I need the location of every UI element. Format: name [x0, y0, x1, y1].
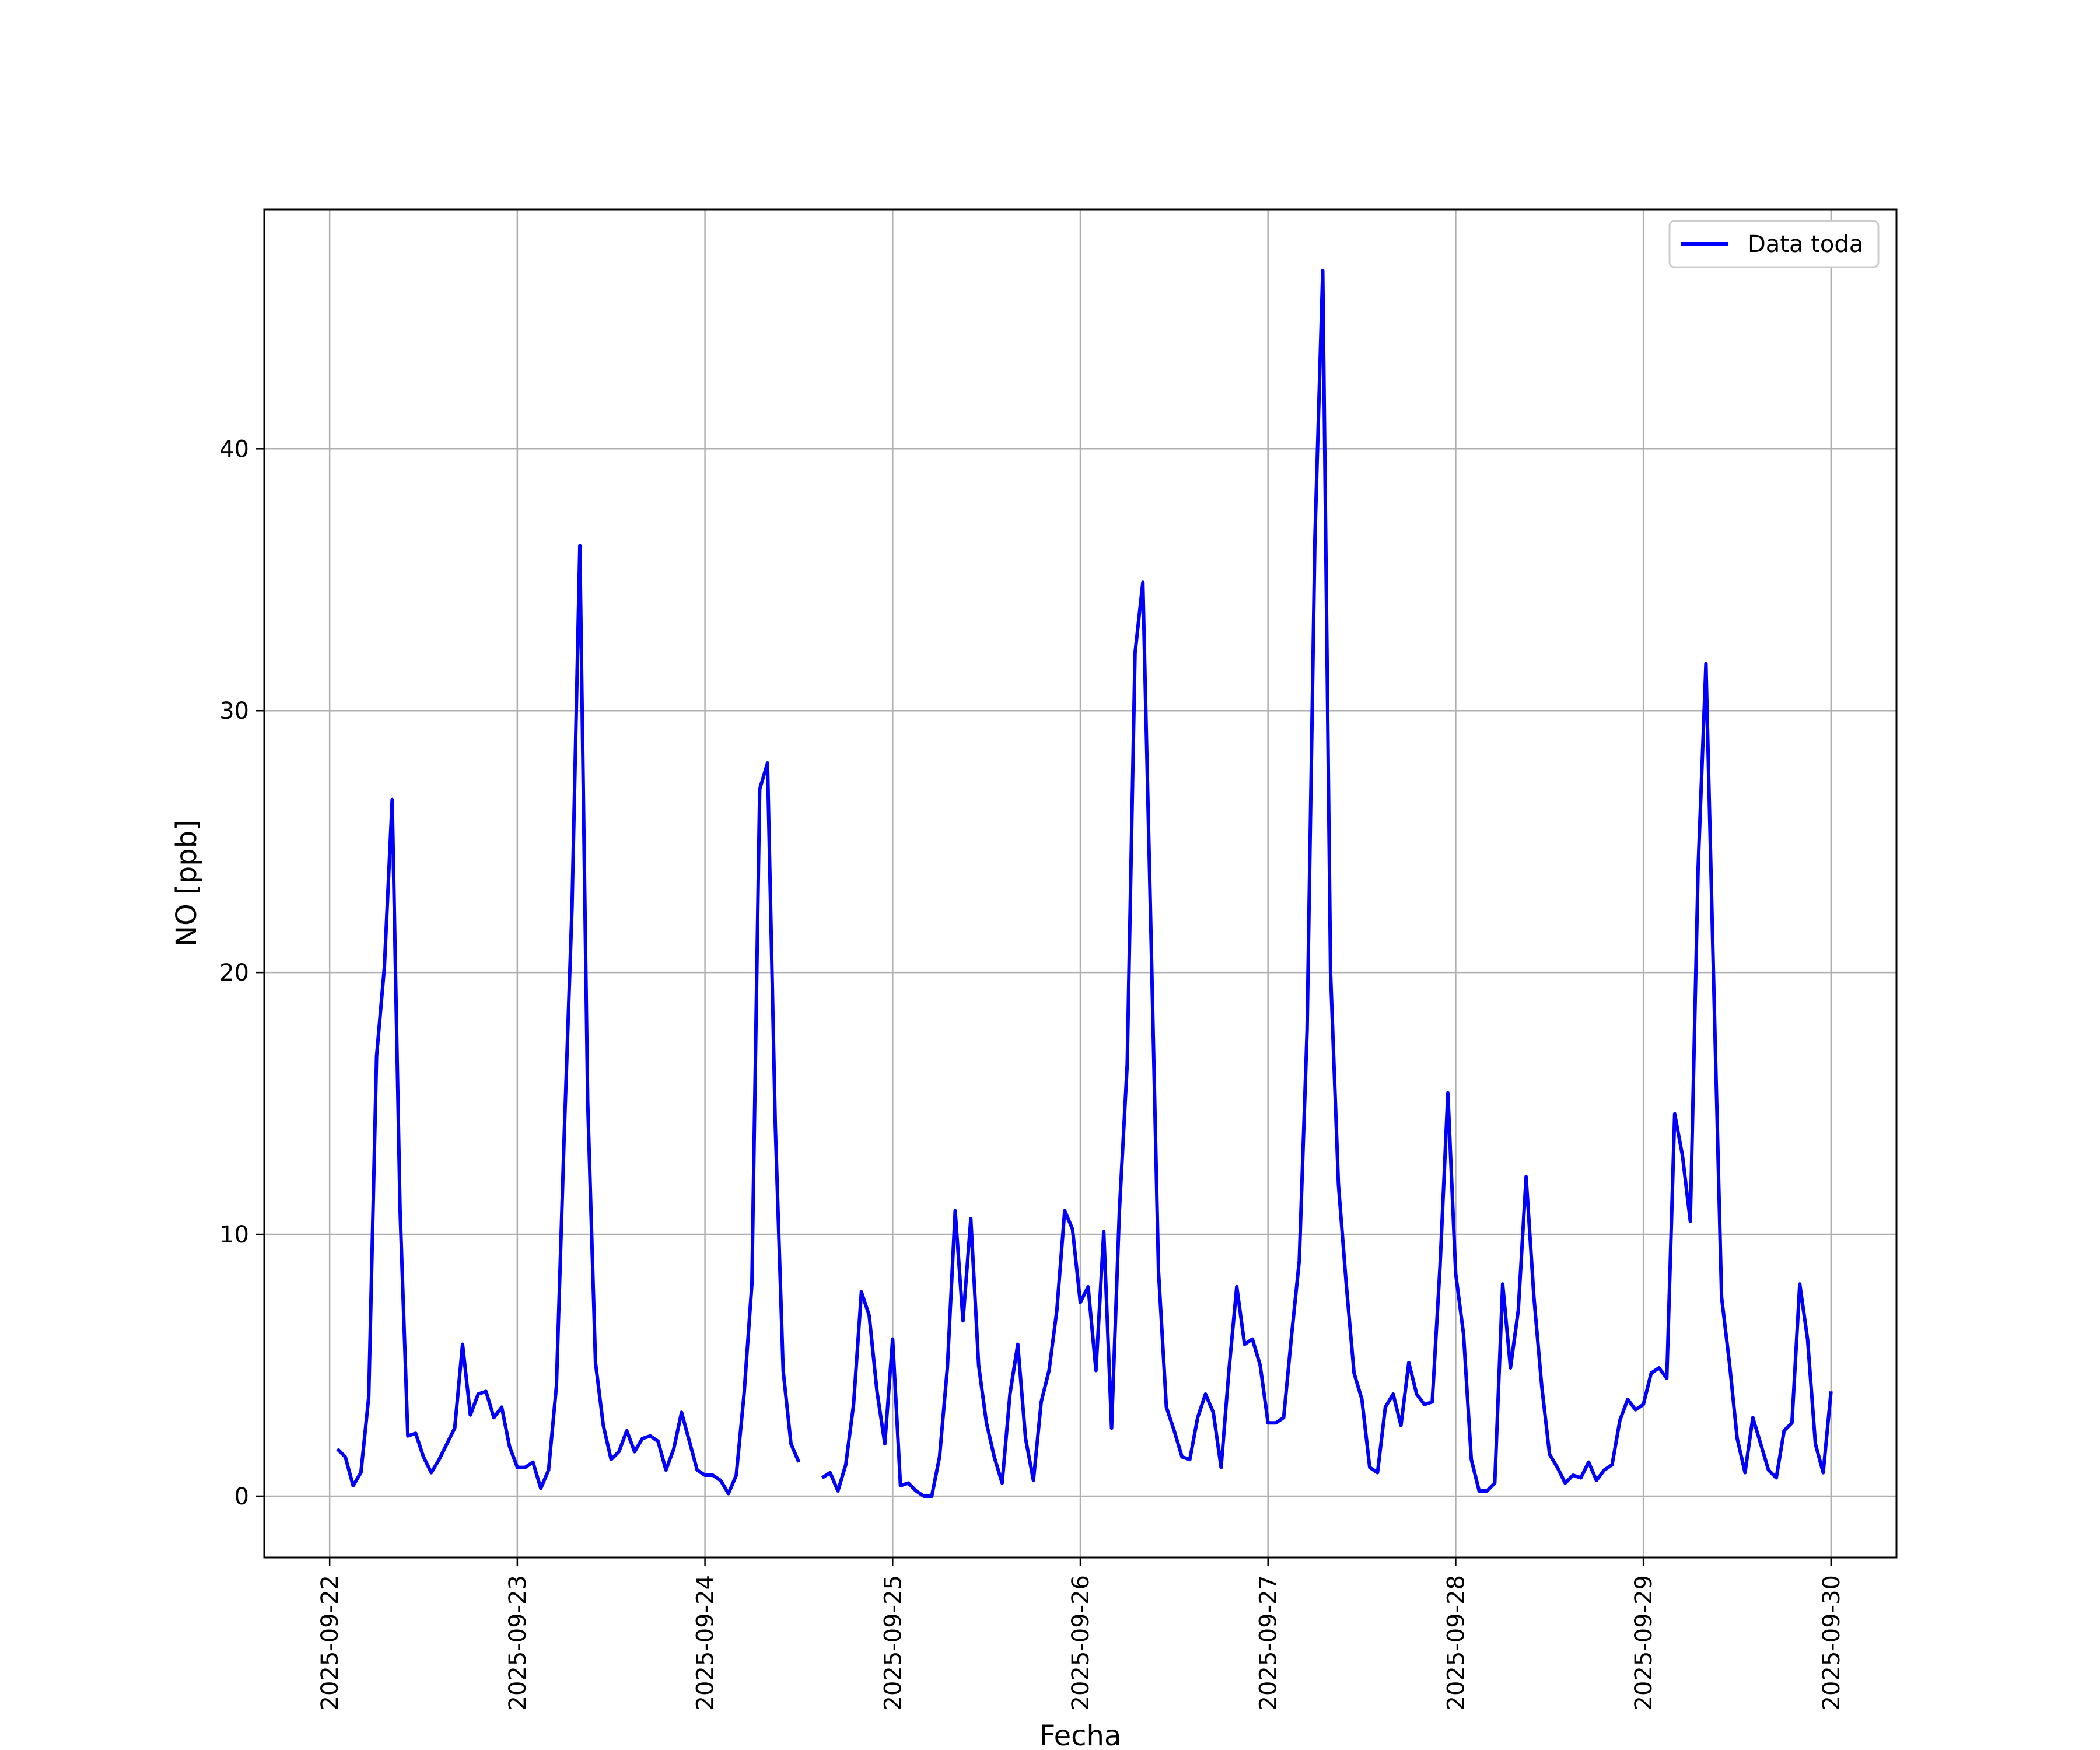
data-point	[1377, 1472, 1378, 1474]
data-point	[1604, 1469, 1605, 1471]
data-point	[954, 1210, 956, 1212]
data-point	[1643, 1404, 1644, 1405]
data-point	[642, 1438, 643, 1439]
legend-label: Data toda	[1748, 231, 1863, 258]
data-point	[1330, 972, 1331, 973]
data-point	[1298, 1260, 1300, 1261]
data-point	[1244, 1344, 1245, 1345]
series-line	[336, 269, 1833, 1498]
data-point	[1369, 1467, 1370, 1468]
y-tick-label: 20	[219, 960, 249, 986]
data-point	[352, 1485, 354, 1486]
data-point	[1259, 1364, 1261, 1366]
data-point	[485, 1391, 487, 1392]
x-tick-label: 2025-09-28	[1443, 1575, 1469, 1710]
data-point	[1072, 1228, 1073, 1230]
data-point	[978, 1364, 979, 1366]
data-point	[696, 1469, 698, 1471]
data-point	[1658, 1367, 1660, 1368]
data-point	[1408, 1362, 1409, 1363]
series-layer	[336, 269, 1833, 1498]
legend-box	[1668, 220, 1880, 268]
y-tick-label: 10	[219, 1222, 249, 1248]
data-point	[1166, 1406, 1167, 1408]
data-point	[595, 1362, 596, 1363]
x-axis-ticks: 2025-09-22 2025-09-23 2025-09-24 2025-09-25…	[317, 1558, 1845, 1710]
data-point	[1017, 1344, 1019, 1345]
data-point	[1541, 1385, 1542, 1387]
data-point	[462, 1344, 463, 1345]
data-point	[767, 762, 768, 764]
x-tick-label: 2025-09-30	[1818, 1575, 1845, 1710]
data-point	[853, 1404, 854, 1405]
data-point	[430, 1472, 432, 1474]
data-point	[391, 799, 393, 800]
data-point	[1056, 1310, 1058, 1311]
grid-lines	[264, 209, 1896, 1558]
data-point	[1549, 1454, 1550, 1455]
data-point	[1729, 1362, 1730, 1363]
data-point	[947, 1367, 948, 1368]
data-point	[1486, 1490, 1488, 1492]
data-point	[673, 1448, 674, 1450]
data-point	[681, 1412, 682, 1413]
data-point	[900, 1485, 901, 1486]
data-point	[1635, 1409, 1636, 1410]
data-point	[1322, 270, 1324, 271]
x-tick-label: 2025-09-22	[317, 1575, 344, 1710]
data-point	[1557, 1467, 1558, 1468]
x-tick-label: 2025-09-26	[1068, 1575, 1094, 1710]
data-point	[524, 1467, 526, 1468]
data-point	[337, 1448, 338, 1450]
data-point	[454, 1427, 456, 1429]
data-point	[830, 1472, 831, 1474]
data-point	[1455, 1273, 1456, 1274]
data-point	[618, 1451, 620, 1452]
data-point	[1220, 1467, 1222, 1468]
x-tick-label: 2025-09-24	[692, 1575, 719, 1710]
data-point	[1111, 1427, 1112, 1429]
x-axis-label: Fecha	[1040, 1720, 1122, 1750]
data-point	[509, 1446, 510, 1447]
data-point	[1510, 1367, 1511, 1368]
data-point	[1822, 1472, 1824, 1474]
y-axis-label: NO [ppb]	[170, 820, 203, 947]
x-tick-label: 2025-09-27	[1255, 1575, 1282, 1710]
data-point	[728, 1493, 729, 1494]
data-point	[1768, 1469, 1769, 1471]
data-point	[1150, 919, 1152, 921]
data-point	[603, 1425, 604, 1426]
data-point	[626, 1430, 628, 1432]
data-point	[869, 1315, 870, 1316]
data-point	[1713, 985, 1714, 986]
x-tick-label: 2025-09-25	[880, 1575, 907, 1710]
x-tick-label: 2025-09-23	[505, 1575, 531, 1710]
data-point	[1291, 1336, 1292, 1337]
data-point	[360, 1472, 362, 1474]
data-point	[1228, 1370, 1230, 1371]
y-tick-label: 40	[219, 436, 249, 463]
data-point	[548, 1469, 550, 1471]
data-point	[634, 1451, 635, 1452]
data-point	[1338, 1184, 1339, 1185]
legend: Data toda	[1668, 220, 1880, 268]
data-point	[415, 1433, 416, 1434]
y-axis-ticks: 0 10 20 30 40	[219, 436, 264, 1510]
y-tick-label: 0	[235, 1483, 249, 1510]
y-tick-label: 30	[219, 698, 249, 724]
data-point	[1126, 1063, 1128, 1065]
x-tick-label: 2025-09-29	[1630, 1575, 1657, 1710]
data-point	[775, 1126, 776, 1128]
